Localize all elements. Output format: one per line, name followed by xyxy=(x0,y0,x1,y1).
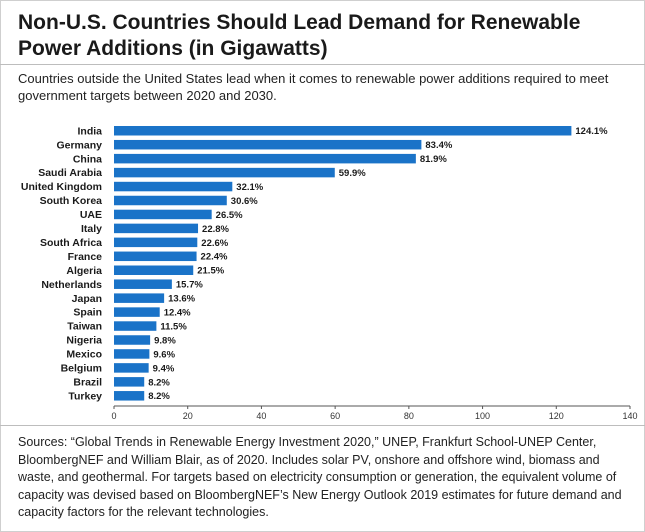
bar-algeria xyxy=(114,265,194,275)
value-label-netherlands: 15.7% xyxy=(176,280,203,291)
category-label-india: India xyxy=(77,125,102,137)
category-label-south-africa: South Africa xyxy=(40,237,102,249)
category-label-netherlands: Netherlands xyxy=(41,279,102,291)
category-label-taiwan: Taiwan xyxy=(67,321,102,333)
sources-note: Sources: “Global Trends in Renewable Ene… xyxy=(18,435,622,520)
bar-netherlands xyxy=(114,279,172,289)
bar-brazil xyxy=(114,377,145,387)
bar-italy xyxy=(114,223,199,234)
category-label-spain: Spain xyxy=(73,307,102,319)
category-label-saudi-arabia: Saudi Arabia xyxy=(38,167,102,179)
value-label-south-africa: 22.6% xyxy=(201,238,228,249)
value-label-italy: 22.8% xyxy=(202,224,229,235)
bar-uae xyxy=(114,209,212,220)
category-label-algeria: Algeria xyxy=(66,265,102,277)
value-label-brazil: 8.2% xyxy=(148,377,170,388)
value-label-china: 81.9% xyxy=(420,154,447,165)
bar-saudi-arabia xyxy=(114,167,335,178)
value-label-japan: 13.6% xyxy=(168,294,195,305)
x-tick-label: 0 xyxy=(111,411,116,421)
chart-subtitle: Countries outside the United States lead… xyxy=(18,71,609,103)
value-label-taiwan: 11.5% xyxy=(160,321,187,332)
x-tick-label: 40 xyxy=(256,411,266,421)
bar-united-kingdom xyxy=(114,181,233,192)
category-label-uae: UAE xyxy=(80,209,102,221)
bar-taiwan xyxy=(114,321,157,331)
value-labels: 124.1% 83.4% 81.9% 59.9% 32.1% 30.6% 26.5% 22.8… xyxy=(148,126,608,402)
bar-india xyxy=(114,126,572,136)
value-label-france: 22.4% xyxy=(201,252,228,263)
bar-nigeria xyxy=(114,335,151,345)
bars xyxy=(114,126,572,401)
value-label-belgium: 9.4% xyxy=(153,363,175,374)
value-label-india: 124.1% xyxy=(575,126,608,137)
sources-divider xyxy=(0,425,645,426)
value-label-mexico: 9.6% xyxy=(153,349,175,360)
category-label-united-kingdom: United Kingdom xyxy=(21,181,102,193)
x-tick-label: 100 xyxy=(475,411,490,421)
category-label-turkey: Turkey xyxy=(68,390,102,402)
category-label-italy: Italy xyxy=(81,223,102,235)
x-tick-label: 80 xyxy=(404,411,414,421)
bar-south-korea xyxy=(114,195,227,206)
bar-south-africa xyxy=(114,237,198,248)
bar-turkey xyxy=(114,391,145,401)
value-label-united-kingdom: 32.1% xyxy=(236,182,263,193)
bar-chart: India Germany China Saudi Arabia United King… xyxy=(21,125,638,421)
value-label-algeria: 21.5% xyxy=(197,266,224,277)
value-label-turkey: 8.2% xyxy=(148,391,170,402)
category-label-japan: Japan xyxy=(72,293,102,305)
value-label-uae: 26.5% xyxy=(216,210,243,221)
value-label-spain: 12.4% xyxy=(164,308,191,319)
x-tick-label: 120 xyxy=(549,411,564,421)
value-label-nigeria: 9.8% xyxy=(154,335,176,346)
category-label-germany: Germany xyxy=(56,139,102,151)
category-label-china: China xyxy=(73,153,102,165)
value-label-germany: 83.4% xyxy=(425,140,452,151)
chart-title: Non-U.S. Countries Should Lead Demand fo… xyxy=(18,11,581,60)
category-label-south-korea: South Korea xyxy=(40,195,103,207)
x-tick-label: 20 xyxy=(183,411,193,421)
title-divider xyxy=(0,64,645,65)
category-label-france: France xyxy=(68,251,103,263)
value-label-south-korea: 30.6% xyxy=(231,196,258,207)
category-label-mexico: Mexico xyxy=(66,349,102,361)
x-axis-ticks: 0 20 40 60 80 100 120 140 xyxy=(111,406,638,421)
value-label-saudi-arabia: 59.9% xyxy=(339,168,366,179)
category-label-brazil: Brazil xyxy=(73,376,102,388)
bar-france xyxy=(114,251,197,262)
bar-mexico xyxy=(114,349,150,359)
category-label-belgium: Belgium xyxy=(61,363,102,375)
bar-japan xyxy=(114,293,165,303)
category-label-nigeria: Nigeria xyxy=(66,335,102,347)
bar-spain xyxy=(114,307,160,317)
bar-china xyxy=(114,153,416,164)
category-labels: India Germany China Saudi Arabia United King… xyxy=(21,125,102,402)
x-tick-label: 60 xyxy=(330,411,340,421)
x-tick-label: 140 xyxy=(622,411,637,421)
bar-belgium xyxy=(114,363,149,373)
bar-germany xyxy=(114,139,422,150)
